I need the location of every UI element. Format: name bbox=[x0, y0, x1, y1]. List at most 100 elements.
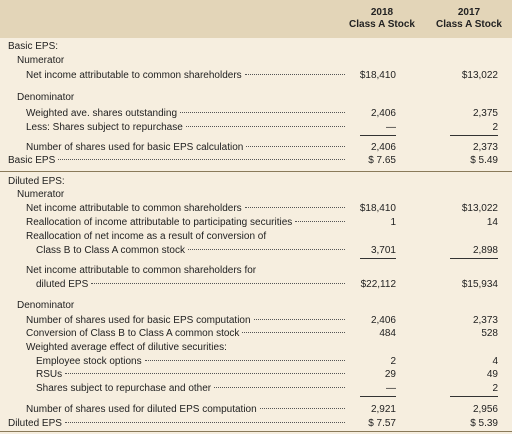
cell-value: 2 bbox=[492, 121, 498, 133]
row-label: Shares subject to repurchase and other bbox=[36, 382, 348, 395]
row-label: Number of shares used for basic EPS comp… bbox=[26, 314, 348, 327]
row-label: Numerator bbox=[17, 54, 347, 67]
cell-value: $ 7.57 bbox=[368, 417, 396, 429]
row-label: Less: Shares subject to repurchase bbox=[26, 121, 348, 134]
row-label: Net income attributable to common shareh… bbox=[26, 69, 348, 82]
dot-leader bbox=[244, 73, 345, 75]
underline bbox=[450, 396, 498, 397]
label: Net income attributable to common shareh… bbox=[26, 69, 242, 81]
header-band: 2018 Class A Stock 2017 Class A Stock bbox=[0, 0, 512, 38]
label: Reallocation of income attributable to p… bbox=[26, 216, 293, 228]
cell-value: 2,406 bbox=[370, 314, 396, 326]
row-label: Weighted ave. shares outstanding bbox=[26, 107, 348, 120]
row-label: Basic EPS bbox=[8, 154, 348, 167]
dot-leader bbox=[214, 386, 345, 388]
underline bbox=[360, 396, 396, 397]
label: RSUs bbox=[36, 368, 63, 380]
row-label: Number of shares used for diluted EPS co… bbox=[26, 403, 348, 416]
cell-value: 29 bbox=[384, 368, 396, 380]
dot-leader bbox=[253, 318, 345, 320]
dot-leader bbox=[259, 407, 345, 409]
row-label: Class B to Class A common stock bbox=[36, 244, 348, 257]
label: diluted EPS bbox=[36, 278, 89, 290]
row-label: diluted EPS bbox=[36, 278, 348, 291]
label: Number of shares used for basic EPS comp… bbox=[26, 314, 251, 326]
cell-value: 14 bbox=[486, 216, 498, 228]
dot-leader bbox=[246, 145, 345, 147]
label: Weighted ave. shares outstanding bbox=[26, 107, 178, 119]
cell-value: 2,406 bbox=[370, 107, 396, 119]
year: 2017 bbox=[457, 7, 481, 18]
row-label: Number of shares used for basic EPS calc… bbox=[26, 141, 348, 154]
row-label: Denominator bbox=[17, 91, 347, 104]
label: Number of shares used for diluted EPS co… bbox=[26, 403, 257, 415]
cell-value: 4 bbox=[492, 355, 498, 367]
underline bbox=[450, 258, 498, 259]
cell-value: 2,956 bbox=[472, 403, 498, 415]
underline bbox=[360, 135, 396, 136]
cell-value: $13,022 bbox=[461, 202, 498, 214]
row-label: Reallocation of net income as a result o… bbox=[26, 230, 356, 243]
row-label: Diluted EPS bbox=[8, 417, 348, 430]
dot-leader bbox=[295, 220, 345, 222]
cell-value: $13,022 bbox=[461, 69, 498, 81]
label: Weighted average effect of dilutive secu… bbox=[26, 341, 227, 353]
label: Net income attributable to common shareh… bbox=[26, 202, 242, 214]
label: Denominator bbox=[17, 91, 75, 103]
label: Basic EPS bbox=[8, 154, 56, 166]
cell-value: $22,112 bbox=[360, 278, 396, 290]
label: Numerator bbox=[17, 54, 65, 66]
cell-value: 484 bbox=[379, 327, 396, 339]
label: Less: Shares subject to repurchase bbox=[26, 121, 183, 133]
section-separator bbox=[0, 171, 512, 172]
cell-value: — bbox=[386, 121, 396, 133]
row-label: Conversion of Class B to Class A common … bbox=[26, 327, 348, 340]
row-label: Net income attributable to common shareh… bbox=[26, 202, 348, 215]
stock-class: Class A Stock bbox=[436, 19, 502, 30]
label: Basic EPS: bbox=[8, 40, 59, 52]
cell-value: 528 bbox=[481, 327, 498, 339]
column-header: 2018 Class A Stock bbox=[337, 7, 427, 31]
label: Reallocation of net income as a result o… bbox=[26, 230, 267, 242]
row-label: Denominator bbox=[17, 299, 347, 312]
cell-value: $ 5.39 bbox=[470, 417, 498, 429]
label: Number of shares used for basic EPS calc… bbox=[26, 141, 244, 153]
dot-leader bbox=[91, 282, 345, 284]
row-label: RSUs bbox=[36, 368, 348, 381]
dot-leader bbox=[58, 158, 345, 160]
cell-value: $18,410 bbox=[359, 202, 396, 214]
dot-leader bbox=[180, 111, 345, 113]
underline bbox=[360, 258, 396, 259]
cell-value: 2,373 bbox=[472, 141, 498, 153]
row-label: Basic EPS: bbox=[8, 40, 338, 53]
label: Shares subject to repurchase and other bbox=[36, 382, 212, 394]
label: Net income attributable to common shareh… bbox=[26, 264, 257, 276]
row-label: Net income attributable to common shareh… bbox=[26, 264, 356, 277]
label: Diluted EPS: bbox=[8, 175, 65, 187]
cell-value: $15,934 bbox=[461, 278, 498, 290]
stock-class: Class A Stock bbox=[349, 19, 415, 30]
label: Diluted EPS bbox=[8, 417, 62, 429]
cell-value: 2,373 bbox=[472, 314, 498, 326]
label: Denominator bbox=[17, 299, 75, 311]
cell-value: — bbox=[386, 382, 396, 394]
row-label: Employee stock options bbox=[36, 355, 348, 368]
underline bbox=[450, 135, 498, 136]
dot-leader bbox=[244, 206, 345, 208]
cell-value: 3,701 bbox=[370, 244, 396, 256]
dot-leader bbox=[64, 421, 345, 423]
cell-value: 2,375 bbox=[472, 107, 498, 119]
dot-leader bbox=[187, 248, 345, 250]
label: Class B to Class A common stock bbox=[36, 244, 185, 256]
row-label: Numerator bbox=[17, 188, 347, 201]
row-label: Weighted average effect of dilutive secu… bbox=[26, 341, 356, 354]
dot-leader bbox=[65, 372, 345, 374]
cell-value: 2 bbox=[390, 355, 396, 367]
section-separator bbox=[0, 431, 512, 432]
cell-value: 2 bbox=[492, 382, 498, 394]
label: Employee stock options bbox=[36, 355, 142, 367]
label: Conversion of Class B to Class A common … bbox=[26, 327, 240, 339]
column-header: 2017 Class A Stock bbox=[424, 7, 512, 31]
cell-value: 2,898 bbox=[472, 244, 498, 256]
